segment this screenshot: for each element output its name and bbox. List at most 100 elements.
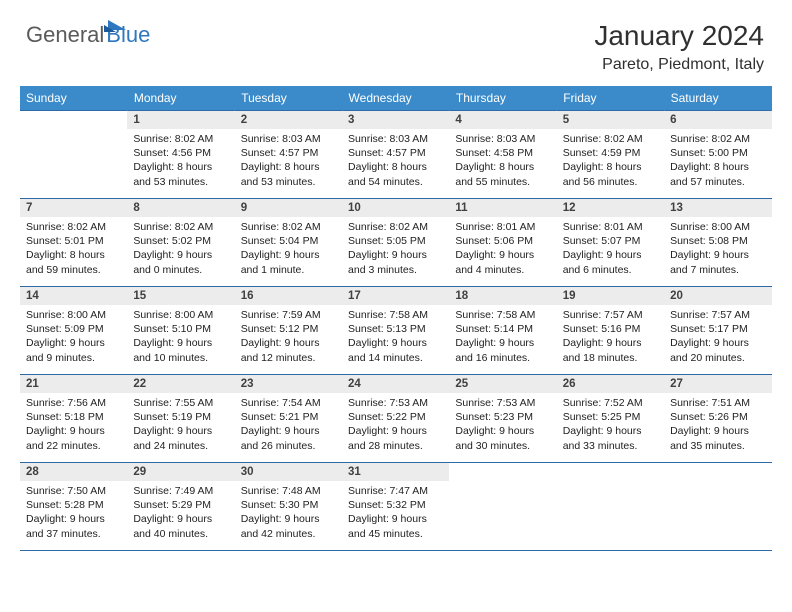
- day-body: Sunrise: 7:52 AMSunset: 5:25 PMDaylight:…: [557, 393, 664, 459]
- calendar-day: 16Sunrise: 7:59 AMSunset: 5:12 PMDayligh…: [235, 287, 342, 375]
- calendar-week: 7Sunrise: 8:02 AMSunset: 5:01 PMDaylight…: [20, 199, 772, 287]
- calendar-day: 15Sunrise: 8:00 AMSunset: 5:10 PMDayligh…: [127, 287, 234, 375]
- day-number: 1: [127, 111, 234, 129]
- daylight: Daylight: 9 hours and 30 minutes.: [455, 424, 550, 452]
- day-body: Sunrise: 7:58 AMSunset: 5:13 PMDaylight:…: [342, 305, 449, 371]
- day-body: Sunrise: 7:53 AMSunset: 5:22 PMDaylight:…: [342, 393, 449, 459]
- sunset: Sunset: 5:12 PM: [241, 322, 336, 336]
- sunrise: Sunrise: 7:51 AM: [670, 396, 765, 410]
- sunrise: Sunrise: 8:03 AM: [348, 132, 443, 146]
- calendar-day: 3Sunrise: 8:03 AMSunset: 4:57 PMDaylight…: [342, 111, 449, 199]
- day-number: 26: [557, 375, 664, 393]
- day-body: Sunrise: 8:00 AMSunset: 5:10 PMDaylight:…: [127, 305, 234, 371]
- sunset: Sunset: 5:18 PM: [26, 410, 121, 424]
- weekday-header: Monday: [127, 86, 234, 111]
- day-number: 16: [235, 287, 342, 305]
- calendar-week: 21Sunrise: 7:56 AMSunset: 5:18 PMDayligh…: [20, 375, 772, 463]
- sunrise: Sunrise: 8:02 AM: [241, 220, 336, 234]
- daylight: Daylight: 9 hours and 7 minutes.: [670, 248, 765, 276]
- logo-triangle2-icon: [104, 25, 116, 32]
- sunset: Sunset: 5:30 PM: [241, 498, 336, 512]
- calendar-day: 19Sunrise: 7:57 AMSunset: 5:16 PMDayligh…: [557, 287, 664, 375]
- day-body: Sunrise: 7:57 AMSunset: 5:16 PMDaylight:…: [557, 305, 664, 371]
- calendar-day: 4Sunrise: 8:03 AMSunset: 4:58 PMDaylight…: [449, 111, 556, 199]
- daylight: Daylight: 9 hours and 22 minutes.: [26, 424, 121, 452]
- calendar-day: 11Sunrise: 8:01 AMSunset: 5:06 PMDayligh…: [449, 199, 556, 287]
- day-body: Sunrise: 7:50 AMSunset: 5:28 PMDaylight:…: [20, 481, 127, 547]
- day-number: 30: [235, 463, 342, 481]
- daylight: Daylight: 9 hours and 18 minutes.: [563, 336, 658, 364]
- calendar-day: ..: [449, 463, 556, 551]
- weekday-header: Wednesday: [342, 86, 449, 111]
- sunrise: Sunrise: 8:03 AM: [455, 132, 550, 146]
- day-body: Sunrise: 8:02 AMSunset: 4:56 PMDaylight:…: [127, 129, 234, 195]
- day-number: 29: [127, 463, 234, 481]
- calendar-day: 1Sunrise: 8:02 AMSunset: 4:56 PMDaylight…: [127, 111, 234, 199]
- daylight: Daylight: 8 hours and 54 minutes.: [348, 160, 443, 188]
- sunset: Sunset: 5:10 PM: [133, 322, 228, 336]
- sunset: Sunset: 4:59 PM: [563, 146, 658, 160]
- sunset: Sunset: 4:56 PM: [133, 146, 228, 160]
- day-number: 11: [449, 199, 556, 217]
- daylight: Daylight: 8 hours and 56 minutes.: [563, 160, 658, 188]
- day-body: Sunrise: 8:01 AMSunset: 5:07 PMDaylight:…: [557, 217, 664, 283]
- daylight: Daylight: 9 hours and 6 minutes.: [563, 248, 658, 276]
- day-body: Sunrise: 8:01 AMSunset: 5:06 PMDaylight:…: [449, 217, 556, 283]
- daylight: Daylight: 9 hours and 12 minutes.: [241, 336, 336, 364]
- sunset: Sunset: 5:02 PM: [133, 234, 228, 248]
- day-number: 14: [20, 287, 127, 305]
- day-body: Sunrise: 7:58 AMSunset: 5:14 PMDaylight:…: [449, 305, 556, 371]
- day-body: Sunrise: 7:55 AMSunset: 5:19 PMDaylight:…: [127, 393, 234, 459]
- sunset: Sunset: 5:06 PM: [455, 234, 550, 248]
- day-body: Sunrise: 8:02 AMSunset: 5:00 PMDaylight:…: [664, 129, 771, 195]
- day-body: Sunrise: 8:00 AMSunset: 5:08 PMDaylight:…: [664, 217, 771, 283]
- calendar-week: 28Sunrise: 7:50 AMSunset: 5:28 PMDayligh…: [20, 463, 772, 551]
- daylight: Daylight: 8 hours and 59 minutes.: [26, 248, 121, 276]
- calendar-day: 17Sunrise: 7:58 AMSunset: 5:13 PMDayligh…: [342, 287, 449, 375]
- logo: GeneralBlue: [26, 22, 150, 48]
- sunrise: Sunrise: 8:02 AM: [133, 132, 228, 146]
- day-number: 18: [449, 287, 556, 305]
- day-body: Sunrise: 7:48 AMSunset: 5:30 PMDaylight:…: [235, 481, 342, 547]
- sunset: Sunset: 5:01 PM: [26, 234, 121, 248]
- day-body: Sunrise: 8:03 AMSunset: 4:58 PMDaylight:…: [449, 129, 556, 195]
- sunset: Sunset: 5:17 PM: [670, 322, 765, 336]
- sunset: Sunset: 5:00 PM: [670, 146, 765, 160]
- sunset: Sunset: 5:29 PM: [133, 498, 228, 512]
- sunrise: Sunrise: 7:58 AM: [455, 308, 550, 322]
- day-body: Sunrise: 8:02 AMSunset: 5:01 PMDaylight:…: [20, 217, 127, 283]
- sunset: Sunset: 5:21 PM: [241, 410, 336, 424]
- daylight: Daylight: 8 hours and 57 minutes.: [670, 160, 765, 188]
- daylight: Daylight: 9 hours and 35 minutes.: [670, 424, 765, 452]
- day-number: 27: [664, 375, 771, 393]
- sunrise: Sunrise: 8:02 AM: [348, 220, 443, 234]
- calendar-day: 25Sunrise: 7:53 AMSunset: 5:23 PMDayligh…: [449, 375, 556, 463]
- calendar-day: 22Sunrise: 7:55 AMSunset: 5:19 PMDayligh…: [127, 375, 234, 463]
- daylight: Daylight: 9 hours and 9 minutes.: [26, 336, 121, 364]
- day-number: 31: [342, 463, 449, 481]
- daylight: Daylight: 9 hours and 20 minutes.: [670, 336, 765, 364]
- daylight: Daylight: 9 hours and 42 minutes.: [241, 512, 336, 540]
- sunrise: Sunrise: 7:53 AM: [348, 396, 443, 410]
- sunset: Sunset: 5:13 PM: [348, 322, 443, 336]
- day-number: 2: [235, 111, 342, 129]
- sunrise: Sunrise: 8:01 AM: [563, 220, 658, 234]
- calendar-day: 29Sunrise: 7:49 AMSunset: 5:29 PMDayligh…: [127, 463, 234, 551]
- weekday-header: Thursday: [449, 86, 556, 111]
- day-body: Sunrise: 8:03 AMSunset: 4:57 PMDaylight:…: [342, 129, 449, 195]
- daylight: Daylight: 9 hours and 24 minutes.: [133, 424, 228, 452]
- day-body: Sunrise: 8:02 AMSunset: 5:02 PMDaylight:…: [127, 217, 234, 283]
- day-number: 17: [342, 287, 449, 305]
- day-body: Sunrise: 7:47 AMSunset: 5:32 PMDaylight:…: [342, 481, 449, 547]
- sunset: Sunset: 5:23 PM: [455, 410, 550, 424]
- day-number: 20: [664, 287, 771, 305]
- day-body: Sunrise: 8:03 AMSunset: 4:57 PMDaylight:…: [235, 129, 342, 195]
- sunrise: Sunrise: 7:54 AM: [241, 396, 336, 410]
- sunset: Sunset: 4:57 PM: [241, 146, 336, 160]
- sunset: Sunset: 5:07 PM: [563, 234, 658, 248]
- sunrise: Sunrise: 8:03 AM: [241, 132, 336, 146]
- day-number: 25: [449, 375, 556, 393]
- daylight: Daylight: 9 hours and 28 minutes.: [348, 424, 443, 452]
- sunrise: Sunrise: 8:02 AM: [563, 132, 658, 146]
- sunset: Sunset: 5:19 PM: [133, 410, 228, 424]
